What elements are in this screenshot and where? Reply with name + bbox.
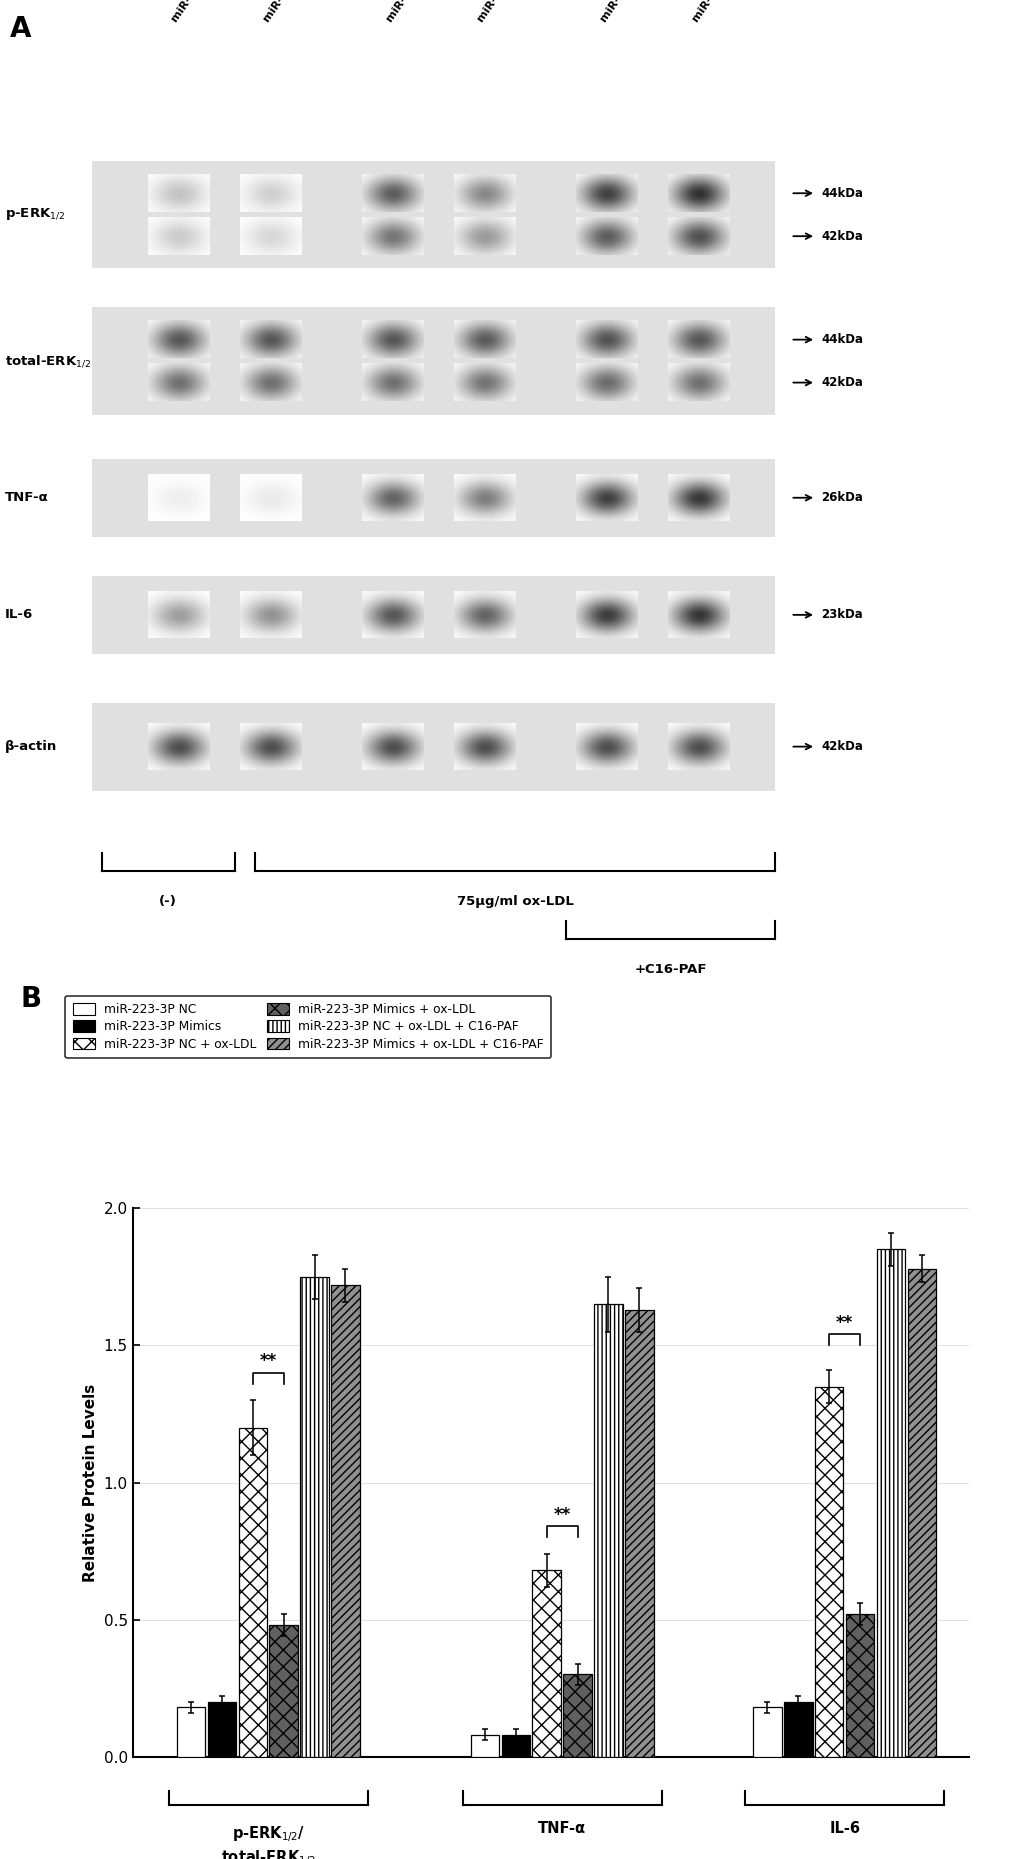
Bar	[208, 1703, 235, 1757]
Text: TNF-α: TNF-α	[537, 1822, 586, 1837]
Bar	[331, 1285, 360, 1757]
Bar	[845, 1614, 873, 1757]
Bar	[501, 1734, 530, 1757]
Text: 42kDa: 42kDa	[820, 740, 862, 753]
Text: β-actin: β-actin	[5, 740, 57, 753]
FancyBboxPatch shape	[92, 703, 774, 790]
Bar	[625, 1311, 653, 1757]
Text: +C16-PAF: +C16-PAF	[634, 963, 706, 976]
Bar	[238, 1428, 267, 1757]
Bar	[470, 1734, 498, 1757]
FancyBboxPatch shape	[92, 307, 774, 415]
Y-axis label: Relative Protein Levels: Relative Protein Levels	[83, 1383, 98, 1582]
Text: p-ERK$_{1/2}$: p-ERK$_{1/2}$	[5, 206, 65, 223]
FancyBboxPatch shape	[92, 459, 774, 537]
Text: A: A	[10, 15, 32, 43]
Text: B: B	[20, 985, 42, 1013]
Text: **: **	[553, 1506, 571, 1524]
Bar	[594, 1305, 622, 1757]
Text: **: **	[836, 1314, 853, 1331]
FancyBboxPatch shape	[92, 576, 774, 654]
Bar	[269, 1625, 298, 1757]
Bar	[907, 1268, 935, 1757]
Text: 44kDa: 44kDa	[820, 333, 862, 346]
Text: 42kDa: 42kDa	[820, 231, 862, 244]
Bar	[814, 1387, 843, 1757]
Text: p-ERK$_{1/2}$/
total-ERK$_{1/2}$: p-ERK$_{1/2}$/ total-ERK$_{1/2}$	[221, 1824, 315, 1859]
Bar	[752, 1707, 781, 1757]
Text: miR-223-3p NC: miR-223-3p NC	[384, 0, 445, 24]
Text: miR-223-3p Mimics: miR-223-3p Mimics	[690, 0, 766, 24]
Text: IL-6: IL-6	[5, 608, 34, 621]
Text: IL-6: IL-6	[828, 1822, 859, 1837]
FancyBboxPatch shape	[92, 162, 774, 268]
Text: miR-223-3p NC: miR-223-3p NC	[598, 0, 659, 24]
Legend: miR-223-3P NC, miR-223-3P Mimics, miR-223-3P NC + ox-LDL, miR-223-3P Mimics + ox: miR-223-3P NC, miR-223-3P Mimics, miR-22…	[65, 996, 550, 1058]
Text: 23kDa: 23kDa	[820, 608, 862, 621]
Text: TNF-α: TNF-α	[5, 491, 49, 504]
Bar	[562, 1675, 591, 1757]
Text: 42kDa: 42kDa	[820, 376, 862, 389]
Bar	[176, 1707, 205, 1757]
Bar	[784, 1703, 812, 1757]
Bar	[876, 1249, 904, 1757]
Text: total-ERK$_{1/2}$: total-ERK$_{1/2}$	[5, 353, 91, 368]
Text: miR-223-3p Mimics: miR-223-3p Mimics	[262, 0, 338, 24]
Bar	[532, 1571, 560, 1757]
Text: 44kDa: 44kDa	[820, 186, 862, 199]
Text: **: **	[260, 1351, 276, 1370]
Text: 75μg/ml ox-LDL: 75μg/ml ox-LDL	[457, 894, 573, 907]
Text: (-): (-)	[159, 894, 177, 907]
Text: miR-223-3p NC: miR-223-3p NC	[170, 0, 231, 24]
Text: 26kDa: 26kDa	[820, 491, 862, 504]
Bar	[300, 1277, 328, 1757]
Text: miR-223-3p Mimics: miR-223-3p Mimics	[476, 0, 552, 24]
